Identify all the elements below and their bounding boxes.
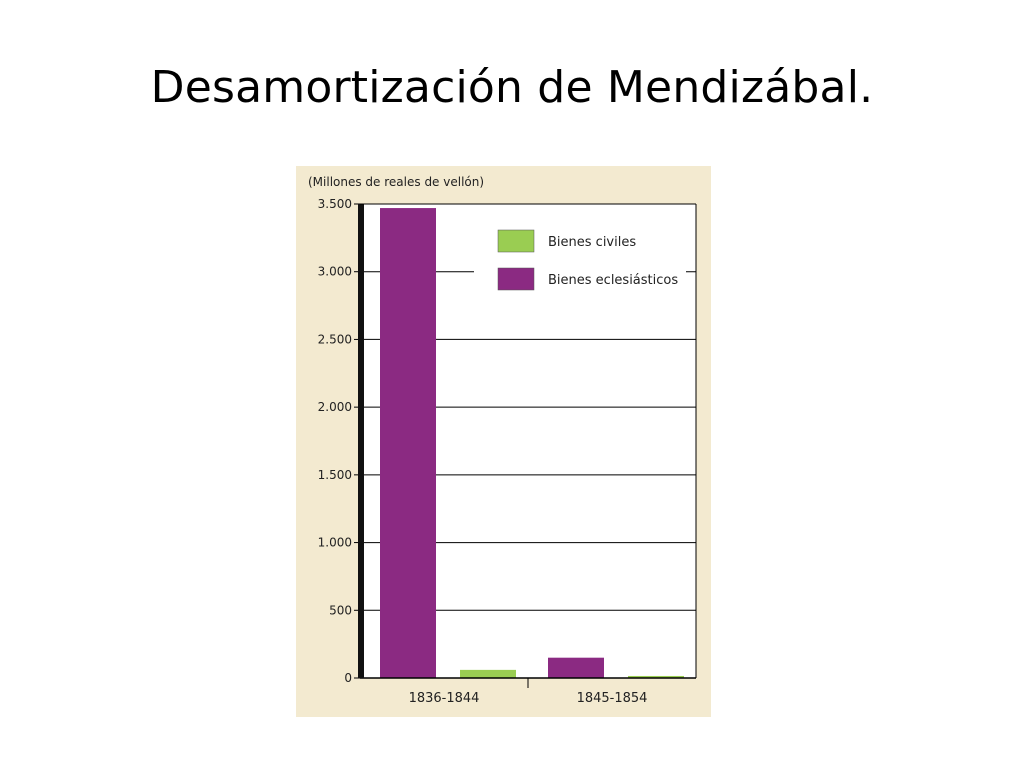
- y-tick-label: 2.500: [318, 332, 352, 346]
- y-tick-label: 1.500: [318, 468, 352, 482]
- bars: [380, 208, 684, 678]
- y-axis: [358, 204, 364, 678]
- y-tick-label: 3.000: [318, 265, 352, 279]
- y-tick-label: 500: [329, 603, 352, 617]
- bar: [380, 208, 436, 678]
- legend-swatch: [497, 267, 535, 291]
- x-tick-label: 1845-1854: [577, 691, 648, 706]
- bar-chart: (Millones de reales de vellón) 0 500 1.000…: [308, 175, 697, 706]
- legend-label: Bienes civiles: [548, 235, 636, 250]
- unit-label: (Millones de reales de vellón): [308, 175, 484, 189]
- slide-title: Desamortización de Mendizábal.: [150, 62, 874, 113]
- bar: [628, 675, 684, 678]
- bar: [460, 669, 516, 678]
- bar: [548, 657, 604, 678]
- y-tick-label: 2.000: [318, 400, 352, 414]
- x-tick-label: 1836-1844: [409, 691, 480, 706]
- legend-label: Bienes eclesiásticos: [548, 273, 678, 288]
- y-tick-label: 3.500: [318, 197, 352, 211]
- y-tick-label: 0: [344, 671, 352, 685]
- legend-swatch: [497, 229, 535, 253]
- y-tick-label: 1.000: [318, 536, 352, 550]
- axes: 0 500 1.000 1.500 2.000 2.500 3.000 3.500 1836-1…: [318, 197, 697, 706]
- legend: Bienes civiles Bienes eclesiásticos: [474, 214, 686, 300]
- chart-panel: (Millones de reales de vellón) 0 500 1.000…: [296, 166, 711, 717]
